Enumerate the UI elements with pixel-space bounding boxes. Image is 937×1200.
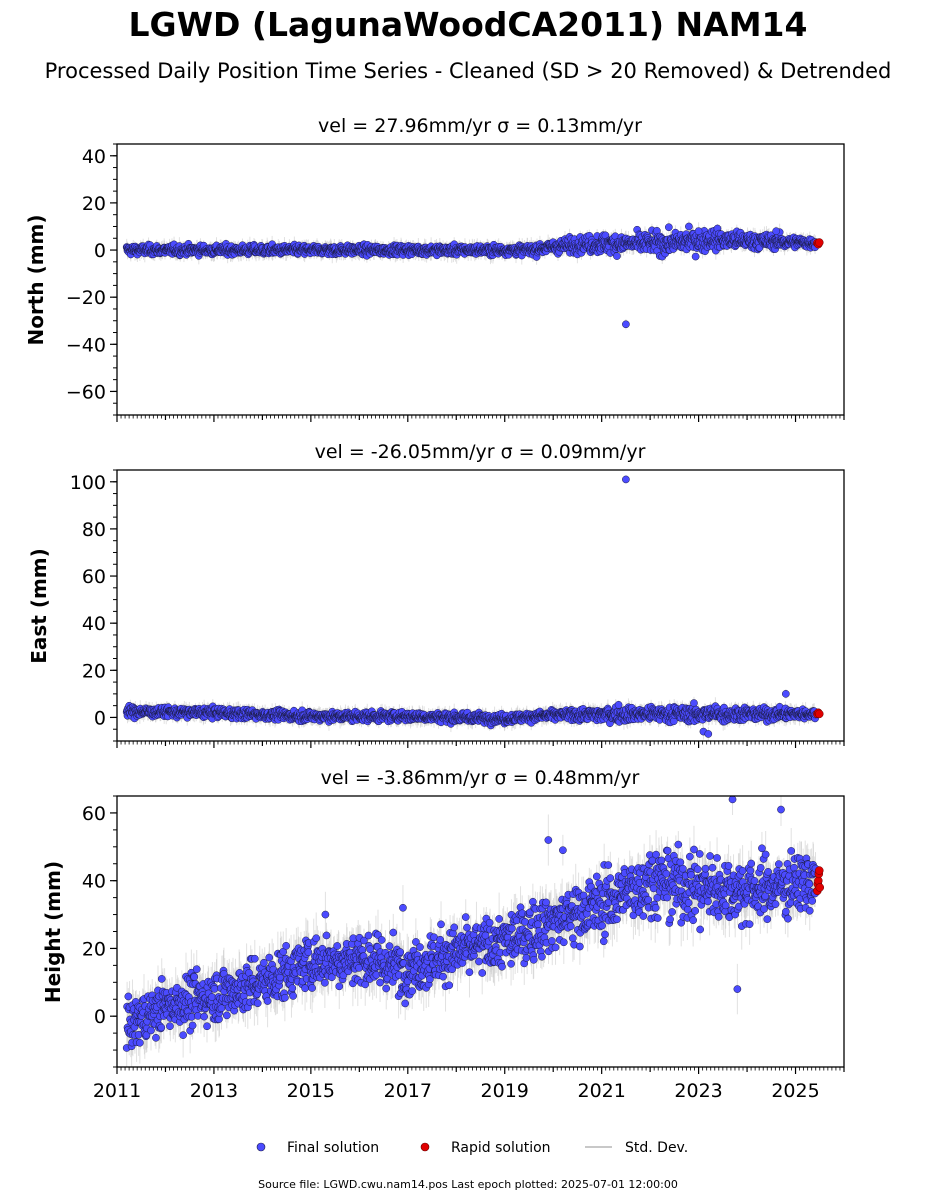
final-solution-point [685,222,693,231]
plot-area [122,475,824,741]
north-ylabel: North (mm) [24,214,48,345]
y-tick-label: −40 [66,334,106,356]
y-tick-label: 0 [94,240,106,262]
y-tick-label: −60 [66,381,106,403]
rapid-solution-point [815,238,824,247]
figure-subtitle: Processed Daily Position Time Series - C… [45,59,892,83]
final-solution-point [664,223,673,232]
figure-title: LGWD (LagunaWoodCA2011) NAM14 [129,5,808,44]
final-solution-point [622,320,630,329]
y-tick-label: 20 [82,193,106,215]
north-panel-title: vel = 27.96mm/yr σ = 0.13mm/yr [318,115,642,137]
stddev-bars [126,476,817,741]
final-solution-point [694,227,703,236]
final-solution-point [772,227,780,236]
east-ylabel: East (mm) [27,548,51,664]
plot-area [122,220,824,330]
east-panel: vel = -26.05mm/yr σ = 0.09mm/yr East (mm… [27,441,845,748]
y-tick-label: 40 [82,146,106,168]
north-panel: vel = 27.96mm/yr σ = 0.13mm/yr North (mm… [24,115,845,422]
axes-frame [116,143,845,416]
final-solution-points [122,222,820,329]
rapid-solution-points [813,238,824,249]
final-solution-point [613,252,621,260]
y-tick-label: −20 [66,287,106,309]
east-panel-title: vel = -26.05mm/yr σ = 0.09mm/yr [315,441,646,463]
final-solution-point [691,252,700,261]
